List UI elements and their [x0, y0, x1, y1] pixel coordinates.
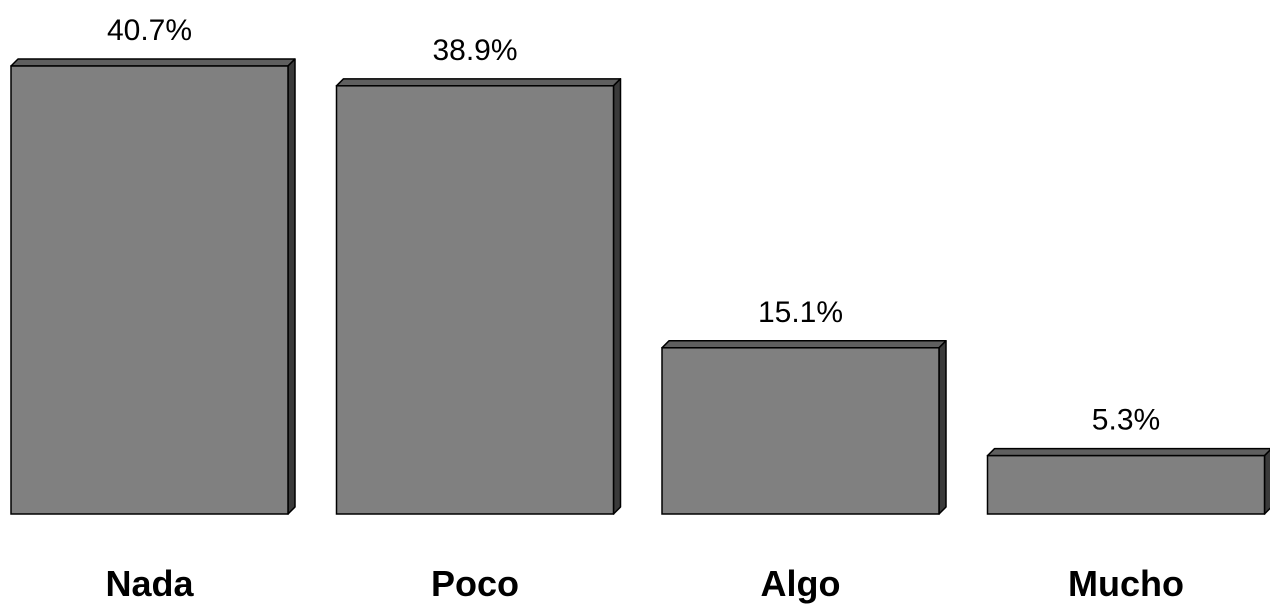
bar-nada — [10, 58, 296, 515]
bar-side-face — [612, 78, 622, 515]
category-label-nada: Nada — [105, 563, 194, 604]
value-label-nada: 40.7% — [107, 14, 192, 47]
value-label-poco: 38.9% — [432, 34, 517, 67]
bar-side-face — [938, 340, 947, 515]
bars-layer — [10, 58, 1270, 515]
bar-front-face — [661, 347, 940, 515]
category-label-mucho: Mucho — [1068, 563, 1184, 604]
bar-front-face — [10, 65, 289, 515]
value-label-mucho: 5.3% — [1092, 404, 1160, 437]
bar-front-face — [335, 85, 615, 515]
bar-front-face — [986, 454, 1266, 515]
category-label-poco: Poco — [431, 563, 519, 604]
bar-algo — [661, 340, 947, 515]
bar-top-face — [10, 58, 296, 67]
bar-mucho — [986, 447, 1270, 515]
bar-top-face — [335, 78, 622, 87]
bar-top-face — [661, 340, 947, 349]
bar-top-face — [986, 447, 1270, 457]
bar-side-face — [1263, 449, 1270, 515]
bar-poco — [335, 78, 622, 515]
value-label-algo: 15.1% — [758, 296, 843, 329]
bar-side-face — [287, 58, 296, 515]
category-label-algo: Algo — [761, 563, 841, 604]
labels-layer: 40.7% Nada 38.9% Poco 15.1% Algo 5.3% Mucho — [105, 14, 1184, 604]
